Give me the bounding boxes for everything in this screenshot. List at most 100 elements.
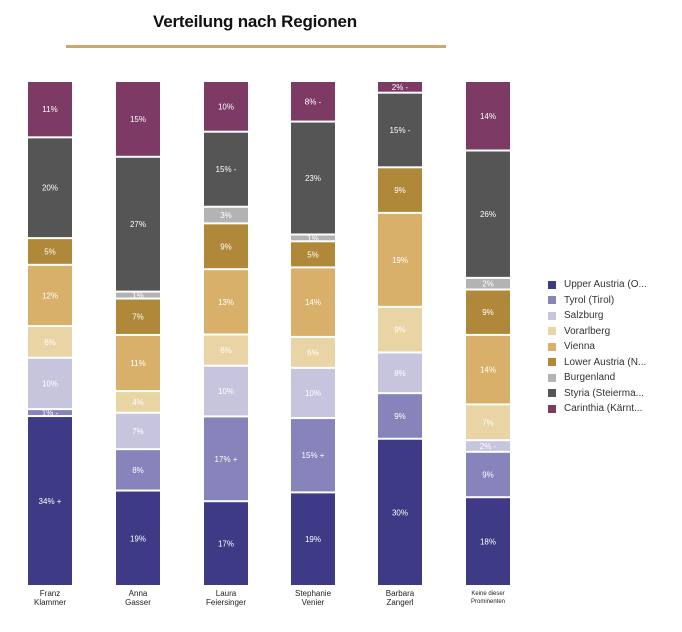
data-label: 9% xyxy=(394,326,406,335)
data-label: 10% xyxy=(305,389,321,398)
bar-segment xyxy=(291,368,335,418)
bar-segment xyxy=(116,292,160,298)
chart-legend: Upper Austria (O... Tyrol (Tirol) Salzburg… xyxy=(548,277,647,417)
category-label: Laura xyxy=(216,589,237,598)
bar-segment xyxy=(204,132,248,206)
data-label: 7% xyxy=(482,418,494,427)
legend-swatch xyxy=(548,296,556,305)
data-label: 5% xyxy=(307,250,319,259)
bar-segment xyxy=(28,239,72,264)
data-label: 13% xyxy=(218,298,234,307)
bar-segment xyxy=(466,278,510,289)
bar-segment xyxy=(466,151,510,277)
legend-swatch xyxy=(548,389,556,398)
bar-segment xyxy=(466,441,510,451)
legend-label: Salzburg xyxy=(564,310,604,322)
legend-item: Upper Austria (O... xyxy=(548,277,647,293)
data-label: 4% xyxy=(132,398,144,407)
bar-segment xyxy=(204,502,248,585)
legend-swatch xyxy=(548,342,556,351)
bar-segment xyxy=(116,335,160,391)
data-label: 10% xyxy=(218,387,234,396)
data-label: 8% - xyxy=(305,97,322,106)
legend-item: Carinthia (Kärnt... xyxy=(548,401,647,417)
category-label: Barbara xyxy=(386,589,415,598)
bar-segment xyxy=(291,268,335,336)
legend-item: Styria (Steierma... xyxy=(548,386,647,402)
data-label: 17% xyxy=(218,540,234,549)
category-label: Gasser xyxy=(125,598,151,607)
data-label: 6% xyxy=(307,348,319,357)
bar-segment xyxy=(466,335,510,404)
legend-label: Tyrol (Tirol) xyxy=(564,294,615,306)
data-label: 2% - xyxy=(392,83,409,92)
legend-label: Vorarlberg xyxy=(564,325,611,337)
data-label: 1% - xyxy=(42,409,59,418)
data-label: 1% xyxy=(132,291,144,300)
bar-segment xyxy=(116,157,160,291)
data-label: 15% xyxy=(130,115,146,124)
data-label: 6% xyxy=(220,346,232,355)
category-label: Feiersinger xyxy=(206,598,246,607)
bar-segment xyxy=(28,327,72,357)
data-label: 19% xyxy=(392,256,408,265)
category-label: Zangerl xyxy=(386,598,413,607)
category-label: Stephanie xyxy=(295,589,332,598)
data-label: 5% xyxy=(44,247,56,256)
data-label: 7% xyxy=(132,427,144,436)
data-label: 15% - xyxy=(390,126,411,135)
data-label: 20% xyxy=(42,184,58,193)
bar-segment xyxy=(378,439,422,585)
bar-segment xyxy=(204,270,248,334)
chart-title: Verteilung nach Regionen xyxy=(153,12,357,31)
data-label: 9% xyxy=(482,308,494,317)
bar-segment xyxy=(204,335,248,365)
data-label: 2% - xyxy=(480,442,497,451)
title-underline xyxy=(66,45,446,48)
data-label: 19% xyxy=(130,534,146,543)
data-label: 17% + xyxy=(215,455,238,464)
legend-label: Styria (Steierma... xyxy=(564,387,645,399)
legend-swatch xyxy=(548,358,556,367)
bar-segment xyxy=(378,93,422,167)
data-label: 15% - xyxy=(216,165,237,174)
category-label: Venier xyxy=(302,598,325,607)
data-label: 7% xyxy=(132,313,144,322)
legend-label: Lower Austria (N... xyxy=(564,356,647,368)
bar-segment xyxy=(116,299,160,334)
bar-segment xyxy=(378,394,422,438)
bar-segment xyxy=(466,405,510,440)
bar-segment xyxy=(466,498,510,585)
bar-segment xyxy=(116,491,160,585)
legend-label: Carinthia (Kärnt... xyxy=(564,403,643,415)
bar-segment xyxy=(28,265,72,326)
data-label: 26% xyxy=(480,210,496,219)
bar-segment xyxy=(116,450,160,490)
bar-segment xyxy=(28,138,72,238)
data-label: 14% xyxy=(480,366,496,375)
data-label: 10% xyxy=(42,379,58,388)
data-label: 18% xyxy=(480,538,496,547)
data-label: 34% + xyxy=(39,497,62,506)
bar-segment xyxy=(116,392,160,412)
data-label: 9% xyxy=(394,412,406,421)
data-label: 14% xyxy=(305,298,321,307)
legend-item: Tyrol (Tirol) xyxy=(548,293,647,309)
bar-segment xyxy=(291,235,335,241)
data-label: 15% + xyxy=(302,451,325,460)
data-label: 10% xyxy=(218,102,234,111)
bar-segment xyxy=(291,493,335,585)
bar-segment xyxy=(378,353,422,393)
legend-item: Vienna xyxy=(548,339,647,355)
data-label: 11% xyxy=(42,105,57,114)
bar-segment xyxy=(116,413,160,449)
bar-segment xyxy=(466,452,510,497)
legend-swatch xyxy=(548,311,556,320)
data-label: 12% xyxy=(42,291,58,300)
bar-segment xyxy=(466,290,510,334)
bar-segment xyxy=(204,366,248,416)
bar-segment xyxy=(291,82,335,121)
bar-segment xyxy=(116,82,160,156)
bar-segment xyxy=(378,213,422,306)
bar-segment xyxy=(291,122,335,234)
